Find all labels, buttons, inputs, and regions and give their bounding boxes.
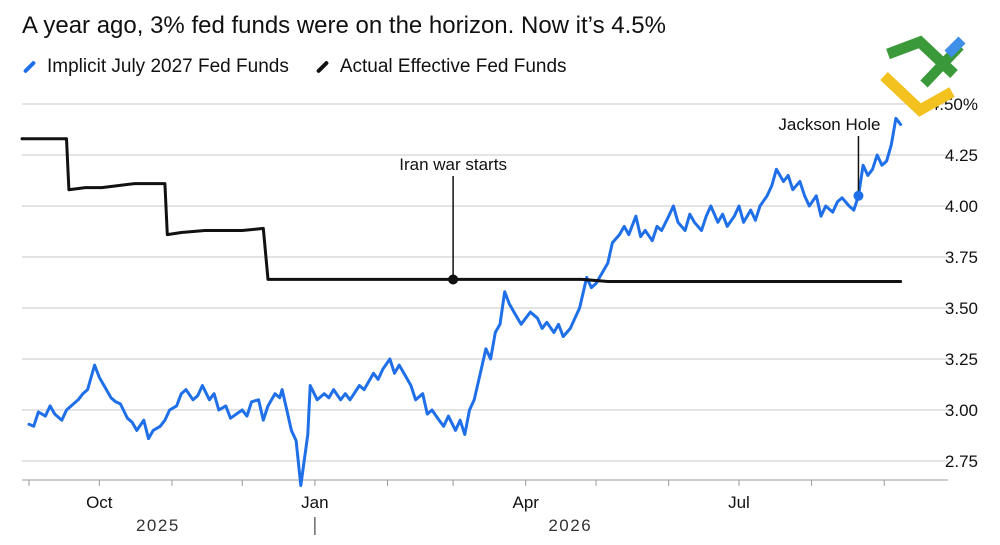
legend-label-implicit: Implicit July 2027 Fed Funds <box>47 56 289 77</box>
brand-logo-icon <box>880 35 966 117</box>
annotation-label-iran: Iran war starts <box>399 155 507 174</box>
chart-title: A year ago, 3% fed funds were on the hor… <box>22 12 666 39</box>
legend-item-implicit: Implicit July 2027 Fed Funds <box>22 56 289 78</box>
annotation-marker-jackson <box>853 190 864 201</box>
y-tick-label: 4.25 <box>945 146 978 165</box>
y-tick-label: 3.75 <box>945 248 978 267</box>
annotation-marker-iran <box>448 274 459 285</box>
legend: Implicit July 2027 Fed Funds Actual Effe… <box>22 56 567 78</box>
x-tick-label: Apr <box>513 493 540 512</box>
x-tick-label: Jul <box>728 493 750 512</box>
y-tick-label: 3.00 <box>945 401 978 420</box>
legend-label-actual: Actual Effective Fed Funds <box>339 56 567 77</box>
x-year-label: 2025 <box>136 516 180 535</box>
annotation-label-jackson: Jackson Hole <box>778 115 880 134</box>
legend-item-actual: Actual Effective Fed Funds <box>315 56 567 78</box>
series-line-actual <box>20 137 903 283</box>
x-tick-label: Oct <box>86 493 113 512</box>
y-tick-label: 4.00 <box>945 197 978 216</box>
series-line-implicit <box>27 116 903 487</box>
y-tick-label: 3.50 <box>945 299 978 318</box>
y-tick-label: 3.25 <box>945 350 978 369</box>
x-tick-label: Jan <box>301 493 328 512</box>
x-year-label: 2026 <box>548 516 592 535</box>
y-tick-label: 2.75 <box>945 452 978 471</box>
